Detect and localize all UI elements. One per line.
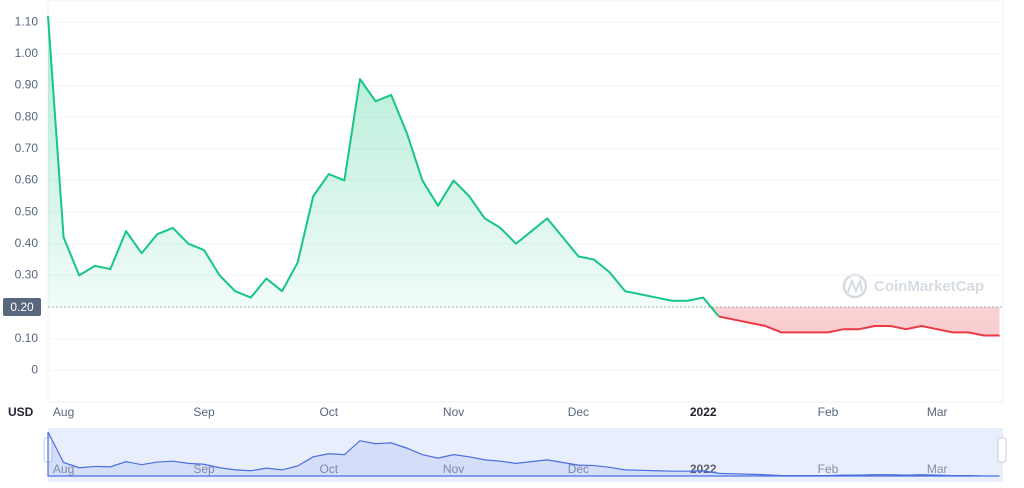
navigator-area (47, 431, 1000, 477)
navigator-label: Oct (319, 462, 338, 476)
x-tick-label: 2022 (690, 405, 717, 419)
y-tick-label: 0 (31, 363, 38, 377)
navigator-label: 2022 (690, 462, 717, 476)
x-tick-label: Feb (818, 405, 839, 419)
area-up (48, 15, 1000, 308)
area-down (711, 307, 1000, 336)
navigator-label: Feb (818, 462, 839, 476)
y-tick-label: 0.30 (15, 268, 39, 282)
y-tick-label: 0.60 (15, 173, 39, 187)
y-tick-label: 1.10 (15, 14, 39, 28)
y-tick-label: 1.00 (15, 46, 39, 60)
y-tick-label: 0.50 (15, 204, 39, 218)
navigator-bg (48, 428, 1003, 482)
y-tick-label: 0.80 (15, 109, 39, 123)
navigator-label: Aug (53, 462, 74, 476)
x-tick-label: Oct (319, 405, 338, 419)
plot-frame (47, 0, 1004, 403)
x-tick-label: Nov (443, 405, 464, 419)
y-tick-label: 0.90 (15, 78, 39, 92)
y-tick-label: 0.40 (15, 236, 39, 250)
navigator-label: Nov (443, 462, 464, 476)
x-tick-label: Dec (568, 405, 589, 419)
y-tick-label: 0.10 (15, 331, 39, 345)
price-line (47, 15, 720, 318)
x-tick-label: Sep (193, 405, 215, 419)
x-tick-label: Aug (53, 405, 74, 419)
price-line (718, 315, 1000, 337)
watermark: CoinMarketCap (842, 273, 984, 299)
baseline-badge (3, 298, 41, 317)
baseline-label: 0.20 (10, 300, 34, 314)
currency-label: USD (8, 405, 34, 419)
y-tick-label: 0.70 (15, 141, 39, 155)
navigator-label: Mar (927, 462, 948, 476)
watermark-text: CoinMarketCap (874, 278, 984, 295)
x-tick-label: Mar (927, 405, 948, 419)
navigator-handle[interactable] (997, 437, 1007, 463)
